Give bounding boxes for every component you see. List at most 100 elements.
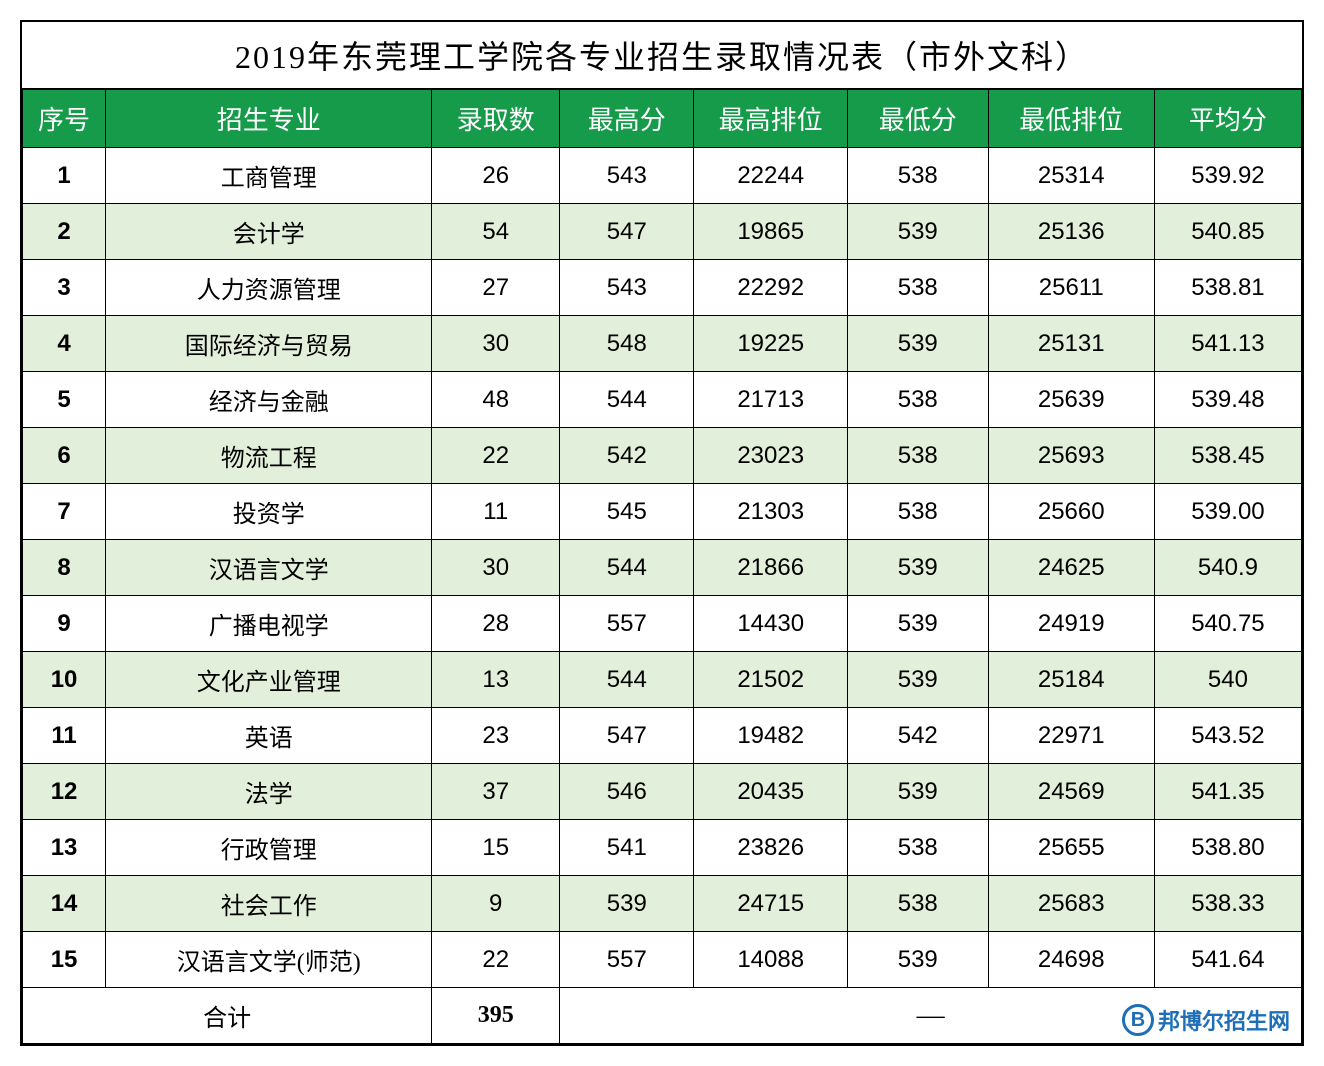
- cell-max: 548: [560, 316, 694, 372]
- cell-max: 546: [560, 764, 694, 820]
- cell-maxrank: 22292: [694, 260, 847, 316]
- cell-major: 物流工程: [106, 428, 432, 484]
- cell-max: 543: [560, 260, 694, 316]
- cell-minrank: 25131: [988, 316, 1154, 372]
- watermark-text: 邦博尔招生网: [1158, 1004, 1290, 1036]
- cell-maxrank: 24715: [694, 876, 847, 932]
- cell-minrank: 25683: [988, 876, 1154, 932]
- cell-min: 538: [847, 820, 988, 876]
- table-row: 15汉语言文学(师范)225571408853924698541.64: [23, 932, 1302, 988]
- cell-seq: 6: [23, 428, 106, 484]
- cell-max: 547: [560, 204, 694, 260]
- cell-minrank: 25639: [988, 372, 1154, 428]
- cell-maxrank: 21303: [694, 484, 847, 540]
- cell-count: 54: [432, 204, 560, 260]
- cell-maxrank: 23023: [694, 428, 847, 484]
- cell-count: 26: [432, 148, 560, 204]
- col-header-seq: 序号: [23, 90, 106, 148]
- table-title: 2019年东莞理工学院各专业招生录取情况表（市外文科）: [22, 22, 1302, 89]
- cell-major: 广播电视学: [106, 596, 432, 652]
- table-header-row: 序号 招生专业 录取数 最高分 最高排位 最低分 最低排位 平均分: [23, 90, 1302, 148]
- cell-minrank: 25184: [988, 652, 1154, 708]
- watermark-icon: B: [1122, 1004, 1154, 1036]
- cell-seq: 7: [23, 484, 106, 540]
- cell-avg: 540.85: [1154, 204, 1301, 260]
- col-header-min: 最低分: [847, 90, 988, 148]
- col-header-maxrank: 最高排位: [694, 90, 847, 148]
- table-row: 10文化产业管理135442150253925184540: [23, 652, 1302, 708]
- cell-seq: 9: [23, 596, 106, 652]
- cell-max: 545: [560, 484, 694, 540]
- cell-count: 30: [432, 540, 560, 596]
- cell-minrank: 24919: [988, 596, 1154, 652]
- admission-table: 序号 招生专业 录取数 最高分 最高排位 最低分 最低排位 平均分 1工商管理2…: [22, 89, 1302, 1044]
- cell-major: 国际经济与贸易: [106, 316, 432, 372]
- table-total-row: 合计395—: [23, 988, 1302, 1044]
- cell-min: 542: [847, 708, 988, 764]
- cell-min: 539: [847, 932, 988, 988]
- cell-minrank: 24698: [988, 932, 1154, 988]
- cell-major: 人力资源管理: [106, 260, 432, 316]
- col-header-max: 最高分: [560, 90, 694, 148]
- cell-seq: 3: [23, 260, 106, 316]
- cell-seq: 12: [23, 764, 106, 820]
- cell-count: 11: [432, 484, 560, 540]
- cell-min: 538: [847, 372, 988, 428]
- cell-count: 27: [432, 260, 560, 316]
- cell-minrank: 24625: [988, 540, 1154, 596]
- cell-minrank: 25660: [988, 484, 1154, 540]
- cell-avg: 538.33: [1154, 876, 1301, 932]
- cell-avg: 539.92: [1154, 148, 1301, 204]
- cell-minrank: 25136: [988, 204, 1154, 260]
- cell-min: 539: [847, 204, 988, 260]
- cell-seq: 5: [23, 372, 106, 428]
- cell-max: 542: [560, 428, 694, 484]
- cell-major: 英语: [106, 708, 432, 764]
- cell-seq: 4: [23, 316, 106, 372]
- total-count: 395: [432, 988, 560, 1044]
- table-row: 12法学375462043553924569541.35: [23, 764, 1302, 820]
- col-header-avg: 平均分: [1154, 90, 1301, 148]
- cell-avg: 539.00: [1154, 484, 1301, 540]
- cell-min: 539: [847, 316, 988, 372]
- cell-minrank: 24569: [988, 764, 1154, 820]
- cell-min: 538: [847, 484, 988, 540]
- cell-seq: 11: [23, 708, 106, 764]
- table-row: 3人力资源管理275432229253825611538.81: [23, 260, 1302, 316]
- table-row: 13行政管理155412382653825655538.80: [23, 820, 1302, 876]
- cell-max: 544: [560, 372, 694, 428]
- cell-maxrank: 14088: [694, 932, 847, 988]
- cell-maxrank: 23826: [694, 820, 847, 876]
- cell-minrank: 25611: [988, 260, 1154, 316]
- cell-major: 经济与金融: [106, 372, 432, 428]
- table-row: 11英语235471948254222971543.52: [23, 708, 1302, 764]
- cell-count: 22: [432, 428, 560, 484]
- cell-avg: 543.52: [1154, 708, 1301, 764]
- cell-maxrank: 19225: [694, 316, 847, 372]
- table-row: 4国际经济与贸易305481922553925131541.13: [23, 316, 1302, 372]
- cell-seq: 2: [23, 204, 106, 260]
- table-row: 1工商管理265432224453825314539.92: [23, 148, 1302, 204]
- cell-avg: 540: [1154, 652, 1301, 708]
- cell-avg: 539.48: [1154, 372, 1301, 428]
- table-row: 5经济与金融485442171353825639539.48: [23, 372, 1302, 428]
- cell-maxrank: 14430: [694, 596, 847, 652]
- cell-max: 547: [560, 708, 694, 764]
- watermark: B 邦博尔招生网: [1122, 1004, 1290, 1036]
- table-row: 7投资学115452130353825660539.00: [23, 484, 1302, 540]
- cell-minrank: 25655: [988, 820, 1154, 876]
- table-row: 6物流工程225422302353825693538.45: [23, 428, 1302, 484]
- cell-seq: 10: [23, 652, 106, 708]
- cell-max: 541: [560, 820, 694, 876]
- cell-major: 汉语言文学(师范): [106, 932, 432, 988]
- cell-major: 行政管理: [106, 820, 432, 876]
- col-header-count: 录取数: [432, 90, 560, 148]
- cell-max: 539: [560, 876, 694, 932]
- cell-count: 23: [432, 708, 560, 764]
- cell-count: 15: [432, 820, 560, 876]
- cell-minrank: 25693: [988, 428, 1154, 484]
- cell-avg: 538.81: [1154, 260, 1301, 316]
- cell-major: 文化产业管理: [106, 652, 432, 708]
- col-header-major: 招生专业: [106, 90, 432, 148]
- total-label: 合计: [23, 988, 432, 1044]
